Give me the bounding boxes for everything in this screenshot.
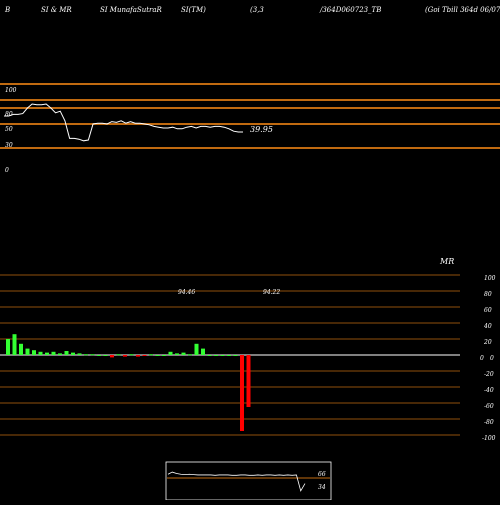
mr-bar bbox=[12, 334, 17, 355]
mr-y-tick-label: 60 bbox=[484, 307, 492, 314]
mr-bar bbox=[194, 343, 199, 355]
mr-bar bbox=[233, 355, 238, 356]
mr-bar bbox=[207, 355, 212, 356]
mr-bar bbox=[90, 354, 95, 356]
mr-bar bbox=[84, 354, 88, 356]
mr-title: MR bbox=[439, 257, 454, 266]
mr-bar bbox=[123, 355, 127, 357]
header-label-7: (Goi Tbill 364d 06/07/23) bbox=[425, 6, 500, 14]
rsi-y-tick-label: 100 bbox=[5, 87, 17, 94]
mr-y-tick-label: 100 bbox=[484, 275, 496, 282]
mini-line bbox=[167, 471, 306, 492]
mr-y-tick-label: 0 bbox=[480, 355, 484, 362]
mr-bar bbox=[32, 350, 36, 355]
mr-y-tick-label: -100 bbox=[482, 435, 496, 442]
mr-bar bbox=[201, 348, 205, 355]
rsi-y-tick-label: 50 bbox=[5, 126, 13, 133]
mr-bar bbox=[227, 355, 231, 356]
mini-y-tick-label: 34 bbox=[318, 484, 326, 491]
mr-bar bbox=[77, 353, 82, 355]
mr-bar bbox=[19, 343, 23, 355]
rsi-line bbox=[4, 103, 243, 142]
mr-bar bbox=[155, 355, 160, 356]
rsi-y-tick-label: 80 bbox=[5, 111, 13, 118]
mr-bar bbox=[116, 354, 121, 356]
mr-bar bbox=[136, 355, 140, 357]
rsi-y-tick-label: 0 bbox=[5, 167, 9, 174]
mr-annotation-2: 94.22 bbox=[263, 289, 280, 296]
mini-panel: 66 34 bbox=[167, 471, 330, 492]
mr-bar bbox=[25, 348, 30, 355]
mr-y-tick-label: -20 bbox=[484, 371, 494, 378]
mr-bar bbox=[240, 355, 244, 431]
rsi-y-tick-label: 30 bbox=[5, 142, 13, 149]
mr-y-tick-label: 20 bbox=[483, 339, 492, 346]
header-label-6: /364D060723_TB bbox=[319, 6, 381, 14]
mr-annotation-1: 94.46 bbox=[178, 289, 195, 296]
mr-bar bbox=[188, 354, 192, 356]
mr-bar bbox=[45, 352, 49, 355]
header-label-1: B bbox=[4, 6, 10, 14]
rsi-panel: 100 80 50 30 0 39.95 bbox=[0, 83, 500, 174]
mr-bar bbox=[129, 354, 134, 356]
mr-bar bbox=[142, 355, 147, 356]
mr-bar bbox=[58, 353, 62, 355]
mr-panel: 100 80 60 40 20 0 0 -20 -40 -60 -80 -100 bbox=[0, 274, 496, 442]
mr-bar bbox=[220, 355, 225, 356]
mr-bar bbox=[51, 351, 56, 355]
mr-bar bbox=[110, 355, 114, 358]
header-label-5: (3,3 bbox=[250, 6, 264, 14]
mr-y-tick-label: -80 bbox=[484, 419, 494, 426]
mr-bar bbox=[71, 352, 75, 355]
mr-y-tick-label: -40 bbox=[484, 387, 494, 394]
mini-panel-frame bbox=[165, 461, 332, 501]
mr-bar bbox=[246, 355, 251, 407]
mr-bar bbox=[214, 355, 218, 356]
mr-y-tick-label: -60 bbox=[484, 403, 494, 410]
rsi-last-value-label: 39.95 bbox=[250, 125, 273, 134]
mr-bar bbox=[97, 355, 101, 356]
header-label-3: SI MunafaSutraR bbox=[100, 6, 163, 14]
mr-bar bbox=[168, 351, 173, 355]
mr-y-tick-label: 0 bbox=[490, 355, 494, 362]
header-label-4: SI(TM) bbox=[181, 6, 206, 14]
header-label-2: SI & MR bbox=[41, 6, 72, 14]
mr-bar bbox=[181, 352, 186, 355]
mr-bar bbox=[38, 351, 43, 355]
mr-bar bbox=[64, 351, 69, 355]
mr-y-tick-label: 40 bbox=[483, 323, 492, 330]
mr-bar bbox=[162, 355, 166, 356]
mr-bar bbox=[175, 353, 179, 355]
mr-bar bbox=[149, 354, 153, 356]
mr-bar bbox=[103, 355, 108, 356]
mr-y-tick-label: 80 bbox=[484, 291, 492, 298]
mini-y-tick-label: 66 bbox=[318, 471, 326, 478]
mr-bar bbox=[6, 339, 10, 355]
